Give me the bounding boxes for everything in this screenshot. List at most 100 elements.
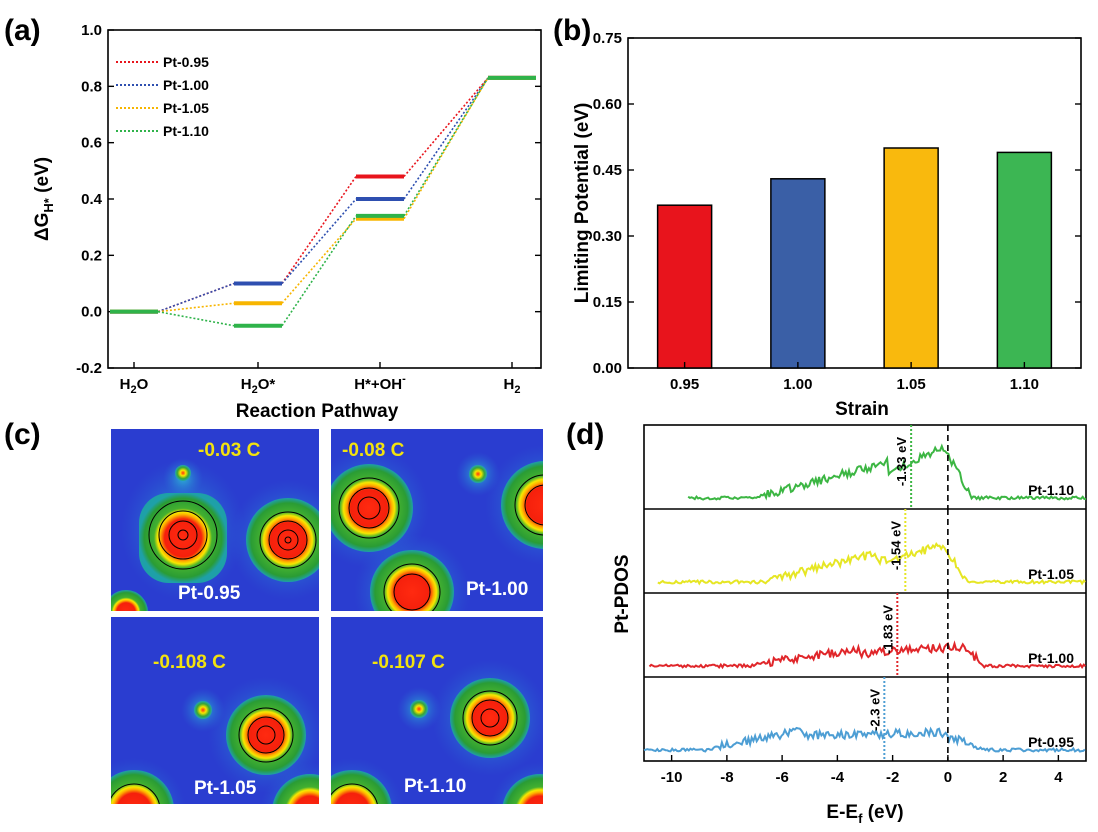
panel-b: (b) 0.00 0.15 0.30 0.45 0.60 0.75 0.95 1.00 1.0…	[553, 14, 1082, 420]
d-band-center-label: -1.33 eV	[894, 437, 909, 486]
d-band-center-label: -1.83 eV	[880, 605, 895, 654]
bar-1.10	[996, 151, 1053, 369]
a-connector	[403, 77, 489, 200]
legend-label: Pt-1.10	[163, 123, 209, 139]
panel-a-label: (a)	[4, 14, 41, 47]
panel-a-y-axis: -0.2 0.0 0.2 0.4 0.6 0.8 1.0	[76, 22, 541, 377]
d-x-tick-label: -2	[886, 769, 899, 786]
a-connector	[281, 176, 357, 284]
b-x-tick-label: 1.10	[1010, 376, 1039, 393]
a-y-tick-label: 1.0	[81, 22, 102, 39]
pdos-curve	[643, 726, 1086, 754]
panel-a-series	[110, 75, 536, 328]
a-connector	[281, 198, 357, 285]
legend-label: Pt-1.00	[163, 77, 209, 93]
b-y-tick-label: 0.45	[593, 162, 622, 179]
a-connector	[157, 302, 235, 313]
pdos-curve	[687, 443, 1087, 502]
map-label-pt-1.05: Pt-1.05	[194, 778, 257, 799]
panel-b-bars: 0.95 1.00 1.05 1.10	[656, 147, 1053, 393]
pdos-Pt-0.95: -2.3 eV Pt-0.95	[643, 677, 1086, 761]
pdos-curve	[657, 542, 1086, 586]
legend-label: Pt-0.95	[163, 54, 209, 70]
b-x-tick-label: 1.00	[783, 376, 812, 393]
a-x-tick-label: H2O*	[241, 376, 276, 396]
charge-map-pt-1.10	[331, 617, 543, 804]
panel-a-x-axis: H2O H2O* H*+OH- H2	[120, 362, 521, 396]
d-x-tick-label: -10	[661, 769, 683, 786]
a-y-tick-label: 0.4	[81, 191, 103, 208]
charge-label-pt-1.05: -0.108 C	[153, 652, 226, 673]
panel-d-label: (d)	[566, 418, 604, 451]
panel-a: (a) -0.2 0.0 0.2 0.4 0.6 0.8 1.0 H2O H2O* H*+OH-…	[4, 14, 542, 422]
panel-d-y-label: Pt-PDOS	[612, 554, 633, 633]
a-connector	[403, 77, 489, 177]
b-x-tick-label: 1.05	[897, 376, 926, 393]
charge-label-pt-1.10: -0.107 C	[372, 652, 445, 673]
panel-b-label: (b)	[553, 14, 591, 47]
a-y-tick-label: 0.6	[81, 135, 102, 152]
a-y-tick-label: 0.2	[81, 247, 102, 264]
panel-a-x-label: Reaction Pathway	[236, 401, 399, 422]
b-y-tick-label: 0.15	[593, 294, 622, 311]
panel-c-label: (c)	[4, 418, 41, 451]
charge-label-pt-1.00: -0.08 C	[342, 440, 405, 461]
panel-d: (d) -10 -8 -6 -4 -2 0 2 4 -1.33 eV Pt-1.10 -1.54 …	[566, 418, 1087, 826]
panel-d-series: -1.33 eV Pt-1.10 -1.54 eV Pt-1.05 -1.83 eV Pt…	[643, 425, 1087, 761]
pdos-series-label: Pt-1.05	[1028, 566, 1074, 582]
a-x-tick-label: H2O	[120, 376, 149, 396]
a-connector	[281, 218, 357, 304]
pdos-series-label: Pt-1.10	[1028, 482, 1074, 498]
a-series-Pt-1.10	[110, 75, 536, 328]
pdos-Pt-1.10: -1.33 eV Pt-1.10	[687, 425, 1087, 509]
a-y-tick-label: 0.0	[81, 304, 102, 321]
pdos-Pt-1.05: -1.54 eV Pt-1.05	[657, 509, 1086, 593]
charge-map-pt-1.00	[331, 429, 543, 611]
pdos-series-label: Pt-0.95	[1028, 734, 1074, 750]
map-label-pt-1.10: Pt-1.10	[404, 776, 466, 797]
pdos-series-label: Pt-1.00	[1028, 650, 1074, 666]
panel-c: (c) -0.03 C Pt-0.95	[4, 418, 543, 804]
a-x-tick-label: H2	[504, 376, 521, 396]
panel-a-y-label: ΔGH* (eV)	[32, 157, 56, 241]
d-x-tick-label: -8	[720, 769, 733, 786]
panel-b-frame	[627, 37, 1082, 369]
d-x-tick-label: 0	[944, 769, 952, 786]
b-y-tick-label: 0.60	[593, 96, 622, 113]
d-x-tick-label: 4	[1054, 769, 1063, 786]
panel-b-y-axis: 0.00 0.15 0.30 0.45 0.60 0.75	[593, 30, 1081, 377]
a-x-tick-label: H*+OH-	[354, 373, 406, 393]
a-y-tick-label: 0.8	[81, 78, 102, 95]
map-label-pt-0.95: Pt-0.95	[178, 583, 241, 604]
bar-1.05	[883, 147, 939, 369]
charge-map-pt-1.05	[111, 617, 319, 804]
panel-b-y-label: Limiting Potential (eV)	[572, 103, 593, 304]
b-y-tick-label: 0.00	[593, 360, 622, 377]
d-x-tick-label: 2	[999, 769, 1007, 786]
d-x-tick-label: -4	[831, 769, 845, 786]
a-connector	[157, 310, 235, 327]
d-band-center-label: -1.54 eV	[888, 521, 903, 570]
panel-d-x-label: E-Ef (eV)	[826, 802, 903, 826]
pdos-curve	[648, 640, 1087, 670]
map-label-pt-1.00: Pt-1.00	[466, 579, 528, 600]
panel-d-x-axis: -10 -8 -6 -4 -2 0 2 4	[661, 755, 1063, 786]
bar-0.95	[656, 204, 713, 369]
d-x-tick-label: -6	[775, 769, 788, 786]
pdos-Pt-1.00: -1.83 eV Pt-1.00	[648, 593, 1087, 677]
a-y-tick-label: -0.2	[76, 360, 102, 377]
panel-a-legend: Pt-0.95 Pt-1.00 Pt-1.05 Pt-1.10	[116, 54, 209, 139]
a-connector	[403, 77, 489, 217]
a-connector	[157, 282, 235, 313]
a-connector	[403, 77, 489, 220]
legend-label: Pt-1.05	[163, 100, 209, 116]
panel-b-x-label: Strain	[835, 399, 889, 420]
b-y-tick-label: 0.30	[593, 228, 622, 245]
charge-map-pt-0.95	[111, 429, 319, 611]
charge-label-pt-0.95: -0.03 C	[198, 440, 261, 461]
d-band-center-label: -2.3 eV	[867, 689, 882, 731]
b-y-tick-label: 0.75	[593, 30, 622, 47]
bar-1.00	[770, 178, 826, 369]
b-x-tick-label: 0.95	[670, 376, 699, 393]
